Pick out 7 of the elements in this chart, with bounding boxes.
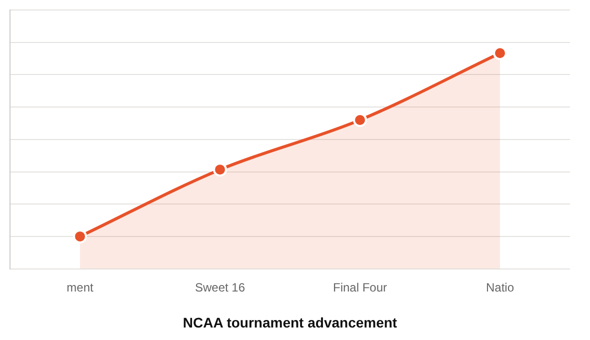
x-tick-label: Final Four [332,280,388,294]
x-axis-title: NCAA tournament advancement [182,314,398,330]
x-tick-label: Natio [486,280,514,294]
point [213,162,227,177]
point [493,46,507,60]
x-tick-label: ment [66,280,94,294]
x-tick-label: Sweet 16 [194,280,246,294]
